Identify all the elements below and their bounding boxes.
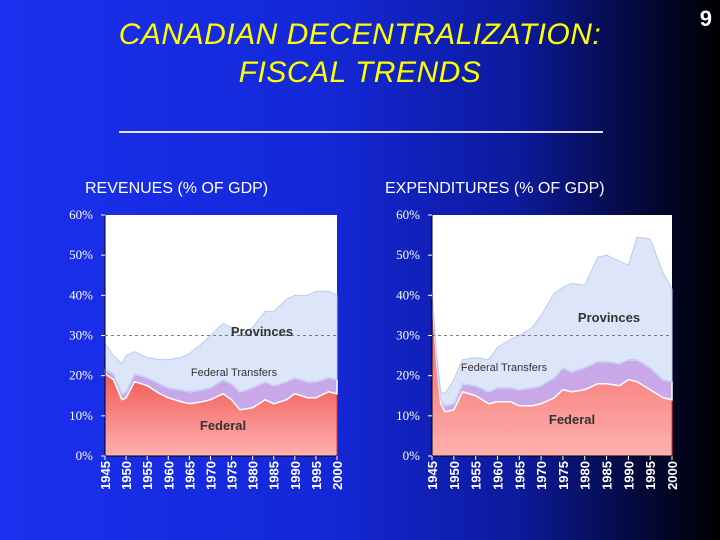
revenues-y-tick-label: 40% <box>69 287 93 302</box>
revenues-x-tick-label: 1970 <box>203 461 218 490</box>
expenditures-chart-title: EXPENDITURES (% OF GDP) <box>385 180 605 197</box>
revenues-y-tick-label: 30% <box>69 328 93 343</box>
revenues-x-tick-label: 1960 <box>161 461 176 490</box>
expenditures-federal-label: Federal <box>549 412 595 427</box>
revenues-y-tick-label: 20% <box>69 368 93 383</box>
revenues-x-tick-label: 1985 <box>267 461 282 490</box>
expenditures-y-tick-label: 40% <box>396 287 420 302</box>
revenues-y-tick-label: 10% <box>69 408 93 423</box>
revenues-provinces-label: Provinces <box>231 324 293 339</box>
expenditures-y-tick-label: 50% <box>396 247 420 262</box>
slide-title-line1: CANADIAN DECENTRALIZATION: <box>118 18 602 51</box>
expenditures-x-tick-label: 1950 <box>447 461 462 490</box>
revenues-x-tick-label: 1965 <box>182 461 197 490</box>
revenues-x-tick-label: 1980 <box>246 461 261 490</box>
revenues-x-tick-label: 1945 <box>98 461 113 490</box>
revenues-federal-transfers-label: Federal Transfers <box>191 367 278 379</box>
revenues-y-tick-label: 60% <box>69 207 93 222</box>
expenditures-provinces-label: Provinces <box>578 310 640 325</box>
expenditures-y-tick-label: 30% <box>396 328 420 343</box>
revenues-x-tick-label: 2000 <box>330 461 345 490</box>
expenditures-y-tick-label: 0% <box>403 448 421 463</box>
expenditures-x-tick-label: 1970 <box>534 461 549 490</box>
revenues-federal-label: Federal <box>200 418 246 433</box>
expenditures-chart: 0% 10% 20% 30% 40% 50% 60% 1945 1950 1955 1960 1965… <box>396 207 680 490</box>
expenditures-x-tick-label: 1945 <box>425 461 440 490</box>
revenues-chart: 0% 10% 20% 30% 40% 50% 60% 1945 1950 1955 1960 1965… <box>69 207 345 490</box>
revenues-x-tick-label: 1975 <box>225 461 240 490</box>
slide-title: CANADIAN DECENTRALIZATION: FISCAL TRENDS <box>40 16 680 92</box>
expenditures-x-tick-label: 1965 <box>512 461 527 490</box>
revenues-x-tick-label: 1950 <box>119 461 134 490</box>
expenditures-y-tick-label: 20% <box>396 368 420 383</box>
expenditures-x-tick-label: 2000 <box>665 461 680 490</box>
revenues-x-tick-label: 1990 <box>288 461 303 490</box>
revenues-x-tick-label: 1995 <box>309 461 324 490</box>
revenues-y-tick-label: 0% <box>76 448 94 463</box>
revenues-provinces-area <box>104 290 338 395</box>
expenditures-x-tick-label: 1990 <box>621 461 636 490</box>
slide-number: 9 <box>699 6 712 31</box>
expenditures-x-tick-label: 1955 <box>469 461 484 490</box>
expenditures-y-tick-label: 10% <box>396 408 420 423</box>
expenditures-x-tick-label: 1985 <box>600 461 615 490</box>
revenues-x-tick-label: 1955 <box>140 461 155 490</box>
revenues-chart-title: REVENUES (% OF GDP) <box>85 180 269 197</box>
expenditures-x-tick-label: 1960 <box>490 461 505 490</box>
expenditures-x-tick-label: 1995 <box>643 461 658 490</box>
expenditures-x-tick-label: 1980 <box>578 461 593 490</box>
revenues-y-tick-label: 50% <box>69 247 93 262</box>
expenditures-federal-transfers-label: Federal Transfers <box>461 362 548 374</box>
expenditures-y-tick-label: 60% <box>396 207 420 222</box>
slide-title-line2: FISCAL TRENDS <box>238 56 482 89</box>
title-divider <box>119 131 603 133</box>
expenditures-x-tick-label: 1975 <box>556 461 571 490</box>
expenditures-provinces-area <box>431 236 673 407</box>
